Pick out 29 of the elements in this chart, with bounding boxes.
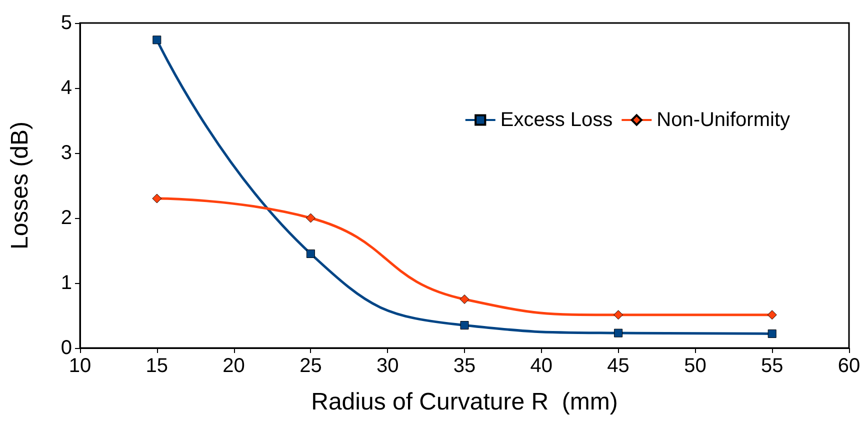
- x-tick-label: 30: [376, 355, 399, 377]
- y-axis-title: Losses (dB): [6, 121, 34, 250]
- legend-label: Excess Loss: [500, 109, 613, 131]
- x-tick-label: 35: [453, 355, 476, 377]
- point: [152, 36, 162, 44]
- x-tick-label: 40: [530, 355, 553, 377]
- x-tick-label: 60: [838, 355, 860, 377]
- x-tick-label: 45: [607, 355, 630, 377]
- x-tick-label: 25: [300, 355, 322, 377]
- point: [767, 310, 777, 320]
- x-tick-label: 15: [146, 355, 168, 377]
- point: [306, 213, 316, 223]
- x-tick-label: 55: [760, 355, 784, 377]
- x-tick-label: 20: [222, 355, 245, 377]
- y-tick-label: 2: [60, 207, 72, 229]
- point: [460, 294, 470, 304]
- point: [614, 310, 624, 320]
- x-tick-label: 50: [684, 355, 706, 377]
- point: [306, 250, 315, 258]
- legend-label: Non-Uniformity: [656, 109, 790, 131]
- point: [460, 321, 469, 330]
- point: [768, 329, 776, 338]
- y-tick-label: 1: [60, 272, 72, 294]
- y-tick-label: 4: [60, 77, 72, 99]
- y-tick-label: 5: [60, 12, 72, 34]
- point: [614, 328, 623, 338]
- x-axis-title: Radius of Curvature R (mm): [311, 388, 618, 416]
- point: [152, 194, 162, 204]
- y-tick-label: 3: [60, 142, 72, 164]
